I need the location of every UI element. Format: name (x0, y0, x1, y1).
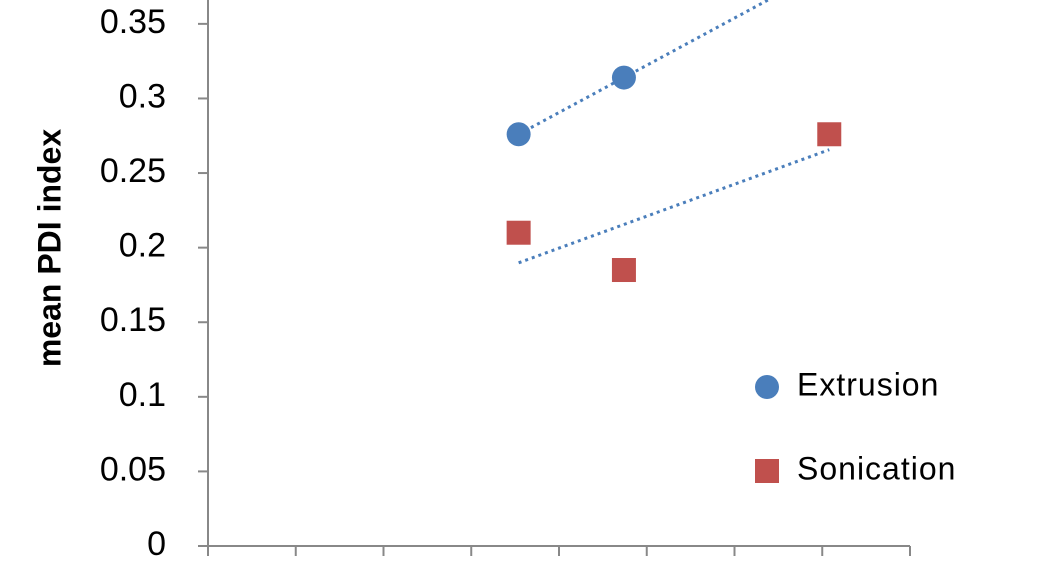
y-tick-label: 0.2 (119, 227, 166, 265)
point (817, 122, 842, 147)
point (506, 220, 531, 245)
point (506, 122, 531, 147)
legend-marker (755, 459, 779, 483)
y-tick-label: 0.15 (100, 301, 166, 339)
trendline (518, 148, 830, 265)
point (611, 258, 636, 283)
y-tick-label: 0.05 (100, 450, 166, 488)
y-axis-title: mean PDI index (31, 129, 67, 368)
y-tick-label: 0.35 (100, 3, 166, 41)
y-tick-label: 0.1 (119, 376, 166, 414)
y-tick-label: 0.25 (100, 152, 166, 190)
legend-label: Sonication (797, 450, 956, 486)
trendlines (517, 0, 830, 265)
point (611, 65, 636, 90)
y-tick-label: 0.3 (119, 77, 166, 115)
legend-marker (755, 375, 779, 399)
trendline (517, 0, 772, 136)
y-tick-label: 0 (147, 525, 166, 563)
legend-label: Extrusion (797, 366, 939, 402)
